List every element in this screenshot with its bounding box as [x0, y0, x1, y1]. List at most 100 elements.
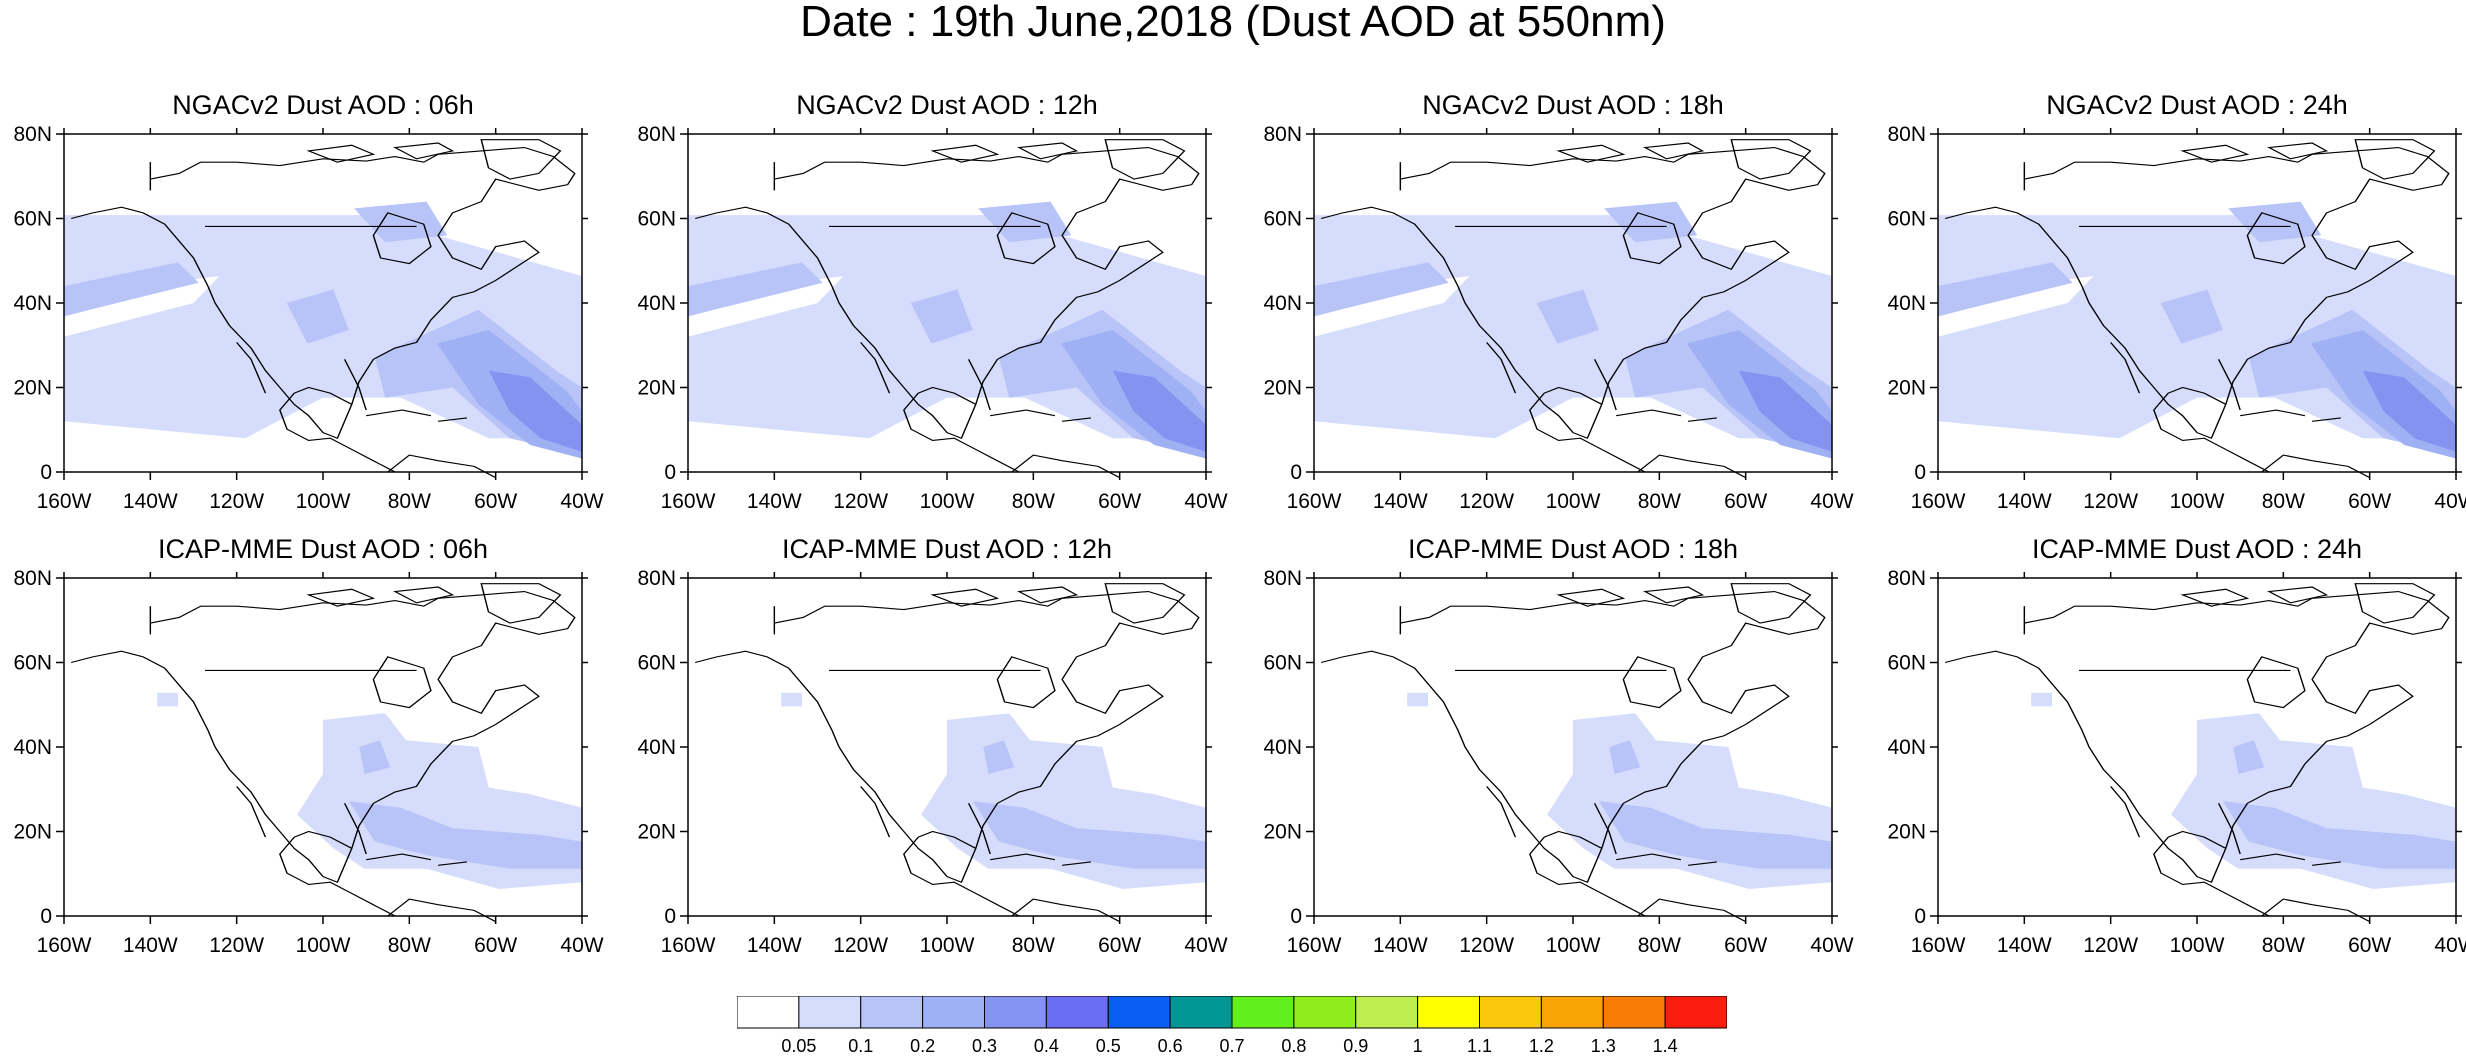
lon-tick-label: 120W — [2083, 934, 2138, 957]
dust-contour — [1738, 370, 1832, 452]
lon-tick-label: 80W — [1638, 490, 1681, 513]
lon-tick-label: 140W — [747, 934, 802, 957]
map-panel: ICAP-MME Dust AOD : 12h 160W 140W 120W 100W 8… — [630, 534, 1230, 976]
map-plot: 160W 140W 120W 100W 80W 60W 40W 80N 60N 40N 20N 0 — [1887, 123, 2466, 513]
map-panel: NGACv2 Dust AOD : 18h 160W 140W 120W 100W 80W… — [1256, 90, 1856, 532]
dust-contour — [2160, 289, 2223, 344]
lon-tick-label: 80W — [1012, 934, 1055, 957]
lat-tick-label: 80N — [637, 567, 676, 590]
colorbar-label: 1 — [1413, 1036, 1423, 1056]
lat-tick-label: 0 — [40, 905, 52, 928]
lon-tick-label: 60W — [1724, 934, 1767, 957]
dust-contour — [64, 262, 199, 317]
dust-contour — [1598, 801, 1832, 869]
lon-tick-label: 60W — [1098, 934, 1141, 957]
panel-title: ICAP-MME Dust AOD : 18h — [1407, 534, 1739, 564]
lon-tick-label: 120W — [1459, 490, 1514, 513]
colorbar-label: 0.3 — [972, 1036, 997, 1056]
dust-contour — [157, 692, 178, 707]
lat-tick-label: 20N — [13, 821, 52, 844]
lat-tick-label: 80N — [1263, 123, 1302, 146]
lon-tick-label: 60W — [474, 490, 517, 513]
colorbar-legend: 0.05 0.1 0.2 0.3 0.4 0.5 0.6 0.7 0.8 0.9 1 1.1 1.2 1.… — [736, 995, 1728, 1056]
colorbar-swatch — [1045, 995, 1109, 1029]
map-panel: ICAP-MME Dust AOD : 18h 160W 140W 120W 100W 8… — [1256, 534, 1856, 976]
panel-title: ICAP-MME Dust AOD : 24h — [2031, 534, 2363, 564]
lat-tick-label: 80N — [1887, 123, 1926, 146]
dust-contour — [1407, 692, 1428, 707]
dust-aod-field — [1314, 201, 1832, 459]
lat-tick-label: 40N — [13, 736, 52, 759]
lat-tick-label: 20N — [637, 821, 676, 844]
lat-tick-label: 60N — [13, 652, 52, 675]
lon-tick-label: 140W — [1373, 490, 1428, 513]
lat-tick-label: 20N — [1263, 821, 1302, 844]
lat-tick-label: 80N — [637, 123, 676, 146]
lon-tick-label: 100W — [1546, 934, 1601, 957]
lon-tick-label: 100W — [920, 934, 975, 957]
lon-tick-label: 140W — [123, 934, 178, 957]
lat-tick-label: 80N — [13, 567, 52, 590]
figure-title: Date : 19th June,2018 (Dust AOD at 550nm… — [800, 0, 1666, 46]
lat-tick-label: 0 — [664, 461, 676, 484]
lat-tick-label: 40N — [1263, 736, 1302, 759]
lon-tick-label: 40W — [1810, 490, 1853, 513]
lon-tick-label: 100W — [920, 490, 975, 513]
dust-contour — [688, 262, 823, 317]
dust-contour — [2233, 740, 2265, 774]
colorbar-swatch — [1293, 995, 1357, 1029]
dust-contour — [2031, 692, 2052, 707]
lon-tick-label: 80W — [388, 490, 431, 513]
dust-aod-field — [1407, 692, 1832, 889]
lon-tick-label: 100W — [2170, 934, 2225, 957]
lat-tick-label: 0 — [40, 461, 52, 484]
lon-tick-label: 120W — [833, 934, 888, 957]
colorbar-label: 0.6 — [1158, 1036, 1183, 1056]
lon-tick-label: 40W — [1184, 490, 1227, 513]
lat-tick-label: 20N — [1263, 377, 1302, 400]
lat-tick-label: 60N — [1887, 208, 1926, 231]
dust-contour — [1112, 370, 1206, 452]
colorbar-swatch — [922, 995, 985, 1029]
lon-tick-label: 60W — [2348, 934, 2391, 957]
lon-tick-label: 60W — [1098, 490, 1141, 513]
dust-contour — [910, 289, 973, 344]
colorbar-label: 0.7 — [1219, 1036, 1244, 1056]
colorbar-swatch — [1540, 995, 1604, 1029]
dust-contour — [1314, 262, 1449, 317]
colorbar-swatch — [736, 995, 800, 1029]
panel-title: NGACv2 Dust AOD : 06h — [172, 90, 474, 120]
colorbar-label: 0.2 — [910, 1036, 935, 1056]
lon-tick-label: 160W — [1287, 490, 1342, 513]
lon-tick-label: 80W — [1638, 934, 1681, 957]
panel-title: NGACv2 Dust AOD : 18h — [1422, 90, 1724, 120]
lat-tick-label: 60N — [637, 208, 676, 231]
lon-tick-label: 80W — [388, 934, 431, 957]
map-plot: 160W 140W 120W 100W 80W 60W 40W 80N 60N 40N 20N 0 — [637, 567, 1227, 957]
colorbar: 0.05 0.1 0.2 0.3 0.4 0.5 0.6 0.7 0.8 0.9 1 1.1 1.2 1.… — [736, 995, 1728, 1056]
dust-aod-field — [781, 692, 1206, 889]
lat-tick-label: 40N — [1887, 292, 1926, 315]
lon-tick-label: 140W — [1373, 934, 1428, 957]
lat-tick-label: 20N — [1887, 821, 1926, 844]
lat-tick-label: 20N — [1887, 377, 1926, 400]
map-plot: 160W 140W 120W 100W 80W 60W 40W 80N 60N 40N 20N 0 — [13, 123, 603, 513]
dust-contour — [781, 692, 802, 707]
lon-tick-label: 40W — [560, 934, 603, 957]
colorbar-swatch — [1602, 995, 1666, 1029]
lat-tick-label: 40N — [1263, 292, 1302, 315]
lat-tick-label: 40N — [637, 736, 676, 759]
dust-contour — [488, 370, 582, 452]
colorbar-label: 1.1 — [1467, 1036, 1492, 1056]
colorbar-swatch — [1355, 995, 1419, 1029]
lon-tick-label: 120W — [833, 490, 888, 513]
colorbar-label: 1.4 — [1653, 1036, 1678, 1056]
colorbar-label: 0.4 — [1034, 1036, 1059, 1056]
lon-tick-label: 140W — [123, 490, 178, 513]
colorbar-label: 0.1 — [848, 1036, 873, 1056]
dust-contour — [983, 740, 1015, 774]
lat-tick-label: 20N — [13, 377, 52, 400]
dust-aod-field — [64, 201, 582, 459]
map-plot: 160W 140W 120W 100W 80W 60W 40W 80N 60N 40N 20N 0 — [13, 567, 603, 957]
lon-tick-label: 40W — [2434, 490, 2466, 513]
